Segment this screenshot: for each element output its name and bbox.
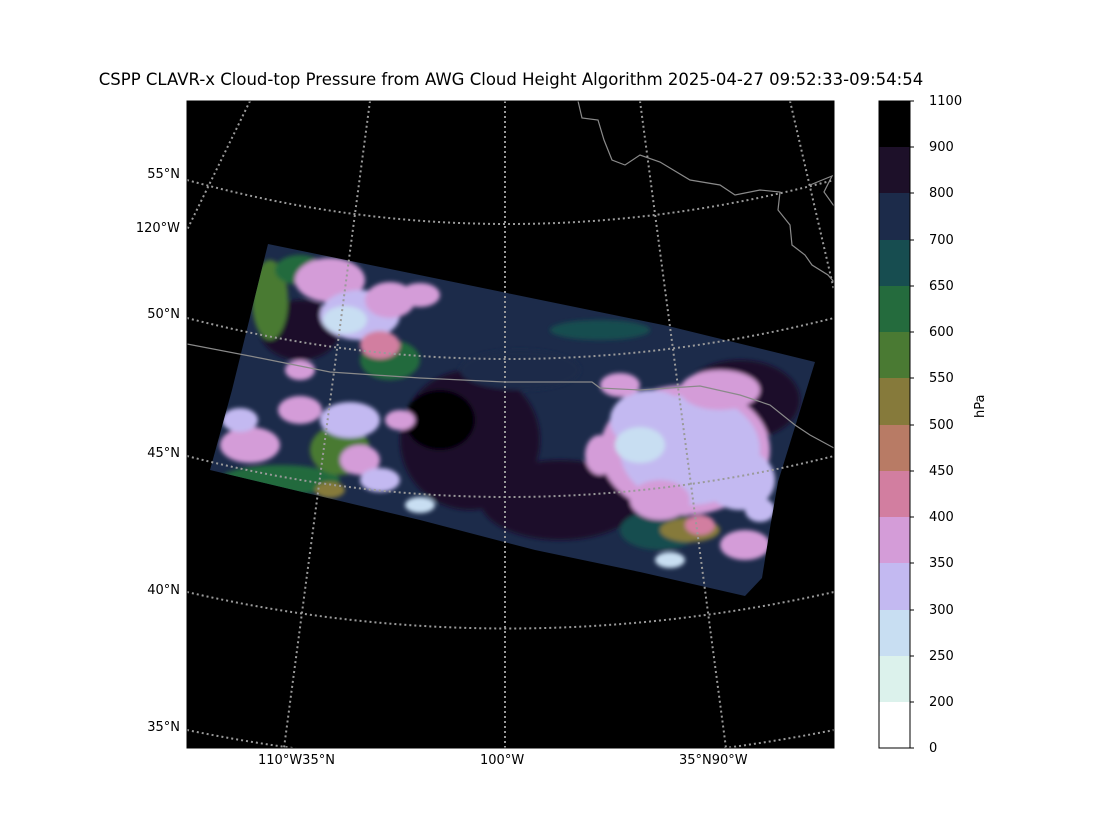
colorbar-segment bbox=[879, 332, 910, 378]
colorbar-tick: 400 bbox=[929, 510, 954, 525]
colorbar-tick: 600 bbox=[929, 325, 954, 340]
colorbar-tick: 550 bbox=[929, 371, 954, 386]
colorbar-segment bbox=[879, 610, 910, 656]
lat-40-line bbox=[187, 591, 834, 630]
colorbar-segment bbox=[879, 517, 910, 563]
lon-label-120w: 120°W bbox=[135, 221, 180, 236]
colorbar-segment bbox=[879, 147, 910, 193]
colorbar-tick: 450 bbox=[929, 464, 954, 479]
lat-label-35: 35°N bbox=[147, 720, 180, 735]
colorbar-segment bbox=[879, 193, 910, 240]
coastline bbox=[577, 101, 834, 283]
lon-80-line bbox=[789, 101, 834, 291]
colorbar-tick: 700 bbox=[929, 233, 954, 248]
colorbar-tick: 1100 bbox=[929, 94, 963, 109]
colorbar-segment bbox=[879, 471, 910, 517]
graticule-latitude bbox=[187, 179, 834, 748]
lat-label-40: 40°N bbox=[147, 583, 180, 598]
colorbar-tick: 200 bbox=[929, 695, 954, 710]
coastline-east bbox=[809, 174, 834, 207]
colorbar-tick: 900 bbox=[929, 140, 954, 155]
colorbar-tick: 350 bbox=[929, 556, 954, 571]
colorbar-tick: 800 bbox=[929, 186, 954, 201]
lat-label-45: 45°N bbox=[147, 446, 180, 461]
bottom-label-90w: 35°N90°W bbox=[679, 753, 748, 768]
bottom-label-100w: 100°W bbox=[480, 753, 525, 768]
colorbar-segment bbox=[879, 425, 910, 471]
colorbar-tick: 500 bbox=[929, 418, 954, 433]
lon-120-line bbox=[187, 101, 251, 231]
borders bbox=[187, 101, 834, 449]
bottom-label-110w: 110°W35°N bbox=[258, 753, 335, 768]
colorbar-tick: 300 bbox=[929, 603, 954, 618]
colorbar-segment bbox=[879, 378, 910, 425]
lat-35-line bbox=[187, 729, 834, 748]
colorbar-segment bbox=[879, 286, 910, 332]
graticule-longitude bbox=[187, 101, 834, 748]
map-frame bbox=[186, 100, 835, 749]
colorbar-tick: 650 bbox=[929, 279, 954, 294]
colorbar-segment bbox=[879, 563, 910, 610]
colorbar-segment bbox=[879, 101, 910, 147]
plot-title: CSPP CLAVR-x Cloud-top Pressure from AWG… bbox=[98, 70, 924, 89]
colorbar bbox=[878, 100, 914, 749]
colorbar-units-label: hPa bbox=[973, 394, 988, 418]
colorbar-segment bbox=[879, 240, 910, 286]
lat-label-50: 50°N bbox=[147, 307, 180, 322]
colorbar-tick: 250 bbox=[929, 649, 954, 664]
us-canada-border bbox=[187, 343, 834, 449]
lat-label-55: 55°N bbox=[147, 167, 180, 182]
lon-90-line bbox=[639, 101, 727, 748]
colorbar-segment bbox=[879, 656, 910, 702]
lon-110-line bbox=[283, 101, 371, 748]
colorbar-tick: 0 bbox=[929, 741, 938, 756]
colorbar-segment bbox=[879, 702, 910, 748]
